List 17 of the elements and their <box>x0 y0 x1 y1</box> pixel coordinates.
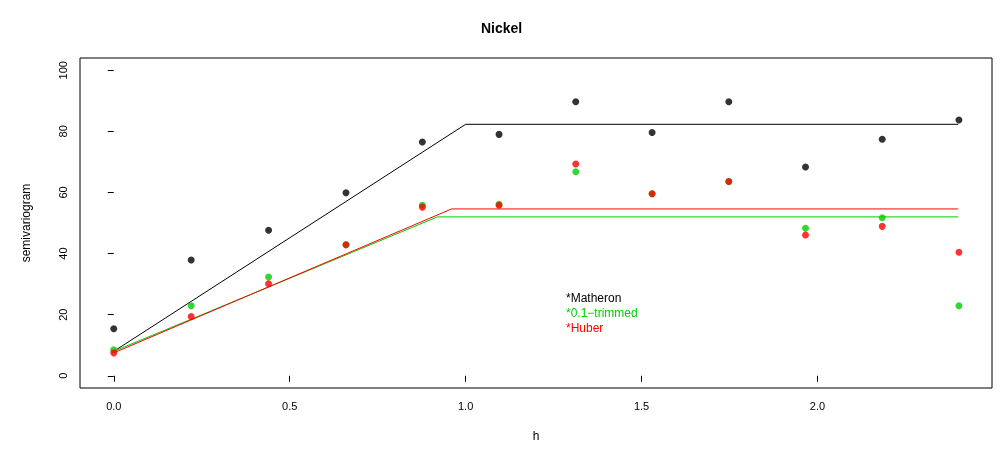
text: *Huber <box>566 321 604 335</box>
x-tick-label: 2.0 <box>809 399 826 412</box>
y-axis-title: semivariogram <box>19 183 33 263</box>
x-tick-label: 0.0 <box>106 399 122 412</box>
y-tick-label: 60 <box>56 186 69 199</box>
y-tick-label: 40 <box>56 247 69 260</box>
text: *0.1−trimmed <box>566 306 638 320</box>
y-tick-label: 80 <box>56 125 69 138</box>
y-tick-label: 100 <box>56 61 69 80</box>
chart-title: Nickel <box>480 20 523 36</box>
x-tick-label: 0.5 <box>282 399 298 412</box>
y-tick-label: 20 <box>56 308 69 321</box>
text: *Matheron <box>566 291 622 305</box>
x-tick-label: 1.5 <box>633 399 650 412</box>
x-tick-label: 1.0 <box>457 399 474 412</box>
y-tick-label: 0 <box>56 372 69 379</box>
x-axis-title: h <box>532 429 540 443</box>
